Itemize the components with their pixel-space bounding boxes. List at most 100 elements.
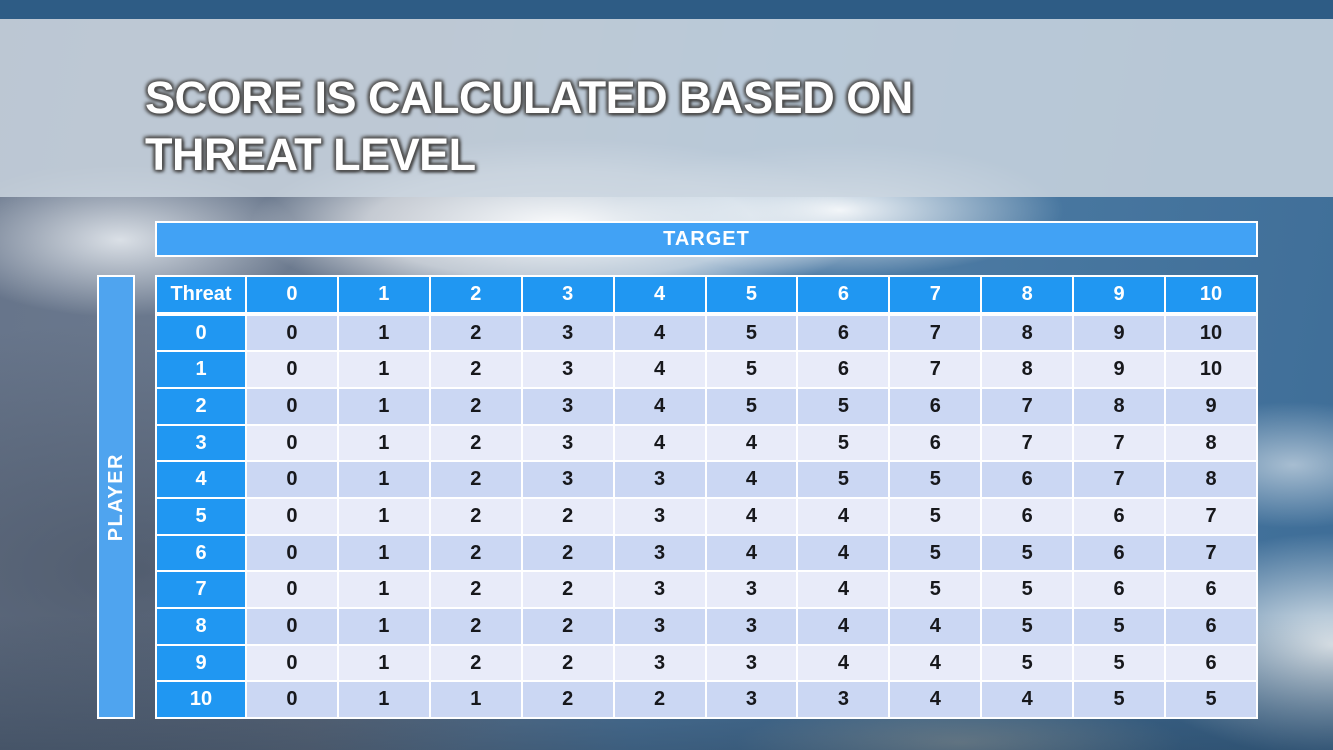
score-cell: 5 xyxy=(1166,682,1256,718)
score-cell: 10 xyxy=(1166,352,1256,388)
title-band: SCORE IS CALCULATED BASED ON THREAT LEVE… xyxy=(0,19,1333,197)
score-cell: 7 xyxy=(982,389,1073,424)
score-cell: 3 xyxy=(614,645,705,681)
score-cell: 4 xyxy=(982,682,1073,718)
score-table: Threat 0 1 2 3 4 5 6 7 8 9 10 0 0 1 2 3 4 5 6 7 8 9 10 1 0 1 2 3 4 5 6 7… xyxy=(155,275,1258,719)
row-header-cell: 4 xyxy=(157,462,245,498)
score-cell: 2 xyxy=(522,572,613,608)
score-cell: 2 xyxy=(430,425,521,461)
row-header-cell: 2 xyxy=(157,389,245,424)
score-cell: 9 xyxy=(1074,315,1165,351)
score-cell: 5 xyxy=(706,389,797,424)
score-cell: 1 xyxy=(338,315,429,351)
column-header-cell: 5 xyxy=(706,277,797,312)
score-cell: 0 xyxy=(247,499,337,534)
score-cell: 5 xyxy=(798,425,889,461)
score-cell: 4 xyxy=(798,645,889,681)
score-cell: 4 xyxy=(798,499,889,534)
score-cell: 1 xyxy=(338,499,429,534)
score-cell: 4 xyxy=(798,535,889,571)
score-cell: 3 xyxy=(614,572,705,608)
score-cell: 5 xyxy=(1074,609,1165,644)
score-cell: 8 xyxy=(1166,462,1256,498)
score-cell: 3 xyxy=(522,315,613,351)
score-cell: 1 xyxy=(338,462,429,498)
column-header-cell: 3 xyxy=(522,277,613,312)
table-row: 0 0 1 2 3 4 5 6 7 8 9 10 xyxy=(157,315,1256,351)
score-cell: 4 xyxy=(706,462,797,498)
score-cell: 6 xyxy=(890,425,981,461)
score-cell: 7 xyxy=(982,425,1073,461)
score-cell: 2 xyxy=(522,499,613,534)
top-accent-bar xyxy=(0,0,1333,19)
score-cell: 6 xyxy=(982,462,1073,498)
row-header-cell: 6 xyxy=(157,535,245,571)
target-axis-bar: TARGET xyxy=(155,221,1258,257)
score-cell: 2 xyxy=(430,389,521,424)
score-cell: 1 xyxy=(338,389,429,424)
score-cell: 9 xyxy=(1166,389,1256,424)
score-cell: 3 xyxy=(706,572,797,608)
score-cell: 8 xyxy=(982,315,1073,351)
score-cell: 1 xyxy=(338,682,429,718)
score-cell: 10 xyxy=(1166,315,1256,351)
score-cell: 1 xyxy=(338,352,429,388)
score-cell: 3 xyxy=(706,609,797,644)
score-cell: 3 xyxy=(706,682,797,718)
score-cell: 5 xyxy=(890,462,981,498)
score-cell: 5 xyxy=(982,572,1073,608)
row-header-cell: 9 xyxy=(157,645,245,681)
score-cell: 5 xyxy=(982,535,1073,571)
score-cell: 6 xyxy=(982,499,1073,534)
corner-header-cell: Threat xyxy=(157,277,245,312)
score-cell: 2 xyxy=(430,352,521,388)
score-cell: 2 xyxy=(430,645,521,681)
title-line-1: SCORE IS CALCULATED BASED ON xyxy=(145,72,913,123)
score-cell: 7 xyxy=(1166,499,1256,534)
score-cell: 2 xyxy=(522,535,613,571)
target-axis-label: TARGET xyxy=(663,227,750,250)
table-row: 10 0 1 1 2 2 3 3 4 4 5 5 xyxy=(157,682,1256,718)
score-cell: 5 xyxy=(1074,645,1165,681)
score-cell: 3 xyxy=(522,352,613,388)
score-cell: 4 xyxy=(798,572,889,608)
score-cell: 2 xyxy=(430,535,521,571)
score-cell: 1 xyxy=(430,682,521,718)
score-cell: 6 xyxy=(1166,572,1256,608)
score-cell: 3 xyxy=(614,535,705,571)
column-header-cell: 2 xyxy=(430,277,521,312)
score-cell: 2 xyxy=(430,499,521,534)
score-cell: 6 xyxy=(1166,645,1256,681)
row-header-cell: 1 xyxy=(157,352,245,388)
score-cell: 5 xyxy=(706,352,797,388)
score-cell: 7 xyxy=(1074,425,1165,461)
score-cell: 4 xyxy=(706,425,797,461)
score-cell: 8 xyxy=(1166,425,1256,461)
score-cell: 1 xyxy=(338,535,429,571)
score-cell: 4 xyxy=(614,389,705,424)
row-header-cell: 0 xyxy=(157,315,245,351)
score-cell: 0 xyxy=(247,682,337,718)
score-cell: 6 xyxy=(1074,535,1165,571)
score-cell: 7 xyxy=(890,315,981,351)
score-cell: 6 xyxy=(890,389,981,424)
table-row: 1 0 1 2 3 4 5 6 7 8 9 10 xyxy=(157,352,1256,388)
column-header-cell: 9 xyxy=(1074,277,1165,312)
score-cell: 9 xyxy=(1074,352,1165,388)
score-cell: 2 xyxy=(522,609,613,644)
score-cell: 0 xyxy=(247,425,337,461)
score-cell: 2 xyxy=(522,645,613,681)
score-cell: 3 xyxy=(614,609,705,644)
score-cell: 5 xyxy=(706,315,797,351)
score-cell: 2 xyxy=(430,315,521,351)
score-cell: 5 xyxy=(982,645,1073,681)
column-header-cell: 7 xyxy=(890,277,981,312)
score-cell: 3 xyxy=(522,462,613,498)
score-cell: 1 xyxy=(338,425,429,461)
slide-title: SCORE IS CALCULATED BASED ON THREAT LEVE… xyxy=(145,69,913,183)
